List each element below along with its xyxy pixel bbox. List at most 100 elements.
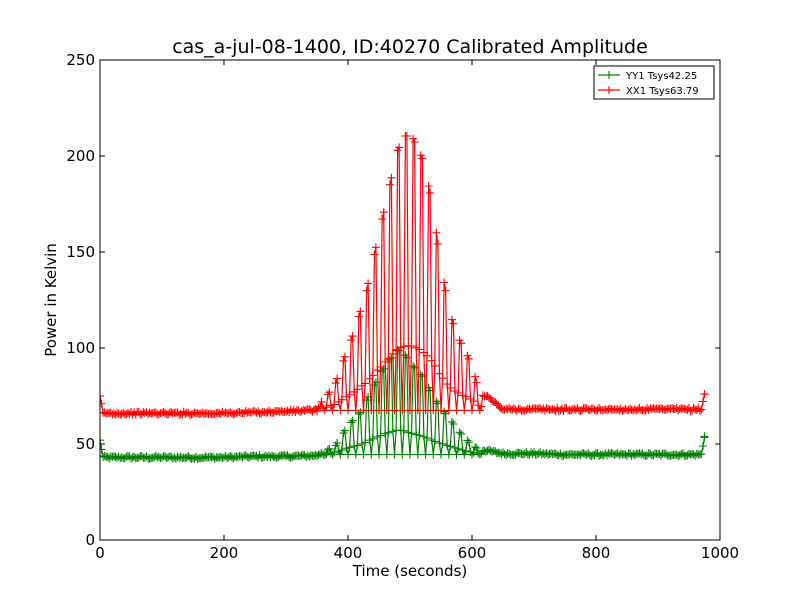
data-point — [375, 450, 383, 459]
data-point — [100, 445, 106, 454]
data-point — [699, 442, 707, 450]
data-point — [441, 286, 450, 295]
data-point — [460, 406, 469, 415]
data-point — [472, 444, 481, 452]
data-point — [337, 446, 346, 455]
data-point — [421, 406, 430, 415]
data-point — [447, 417, 456, 426]
data-point — [464, 354, 473, 363]
data-point — [437, 406, 445, 415]
data-point — [344, 450, 352, 459]
data-point — [320, 451, 329, 460]
x-tick-label: 600 — [458, 544, 487, 562]
legend-marker — [605, 86, 613, 94]
data-point — [464, 438, 473, 447]
data-point — [371, 378, 380, 387]
data-point — [407, 342, 416, 351]
y-tick-label: 200 — [66, 147, 95, 165]
legend: YY1 Tsys42.25 XX1 Tsys63.79 — [593, 65, 715, 100]
data-point — [339, 356, 348, 365]
data-point — [460, 450, 469, 459]
data-point — [353, 441, 362, 450]
data-point — [351, 406, 360, 415]
data-point — [429, 406, 438, 415]
data-point — [344, 406, 352, 415]
data-point — [317, 397, 326, 406]
data-point — [471, 443, 480, 452]
legend-box — [593, 65, 715, 100]
data-point — [371, 243, 380, 252]
data-point — [367, 450, 376, 459]
data-point — [415, 345, 424, 354]
data-point — [410, 138, 419, 146]
data-point — [351, 450, 360, 459]
data-point — [468, 406, 476, 415]
data-point — [471, 372, 480, 381]
data-point — [333, 374, 342, 383]
data-point — [370, 250, 379, 259]
data-point — [430, 437, 439, 446]
y-axis-label: Power in Kelvin — [42, 243, 60, 357]
plot-frame — [99, 59, 721, 541]
data-point — [457, 339, 466, 348]
data-point — [423, 351, 431, 360]
data-point — [330, 448, 339, 457]
data-point — [367, 406, 376, 415]
x-axis-label: Time (seconds) — [352, 562, 468, 580]
data-point — [429, 450, 438, 459]
data-point — [340, 352, 349, 361]
data-point — [378, 215, 387, 224]
data-point — [325, 444, 334, 453]
data-point — [347, 418, 356, 427]
data-point — [328, 406, 337, 415]
series-xx1 — [100, 131, 709, 419]
data-point — [345, 443, 354, 452]
data-point — [472, 378, 481, 387]
series-yy1 — [100, 345, 709, 463]
series-markers — [100, 131, 709, 419]
data-point — [421, 450, 430, 459]
data-point — [469, 397, 478, 406]
data-point — [440, 278, 449, 287]
data-point — [492, 399, 501, 408]
data-point — [333, 439, 342, 447]
data-point — [313, 407, 321, 416]
data-point — [452, 450, 461, 459]
y-tick-label: 0 — [85, 531, 95, 549]
data-point — [447, 315, 456, 324]
chart-title: cas_a-jul-08-1400, ID:40270 Calibrated A… — [172, 36, 648, 58]
data-point — [461, 392, 470, 401]
data-point — [416, 151, 425, 160]
data-point — [364, 279, 373, 288]
data-point — [700, 432, 709, 441]
data-point — [699, 397, 707, 406]
y-tick-label: 150 — [66, 243, 95, 261]
data-point — [328, 450, 337, 459]
y-tick-label: 50 — [76, 435, 95, 453]
data-point — [359, 406, 368, 415]
data-point — [415, 431, 424, 440]
data-point — [437, 450, 445, 459]
data-point — [399, 426, 408, 435]
data-point — [446, 442, 455, 451]
data-point — [406, 450, 414, 459]
data-point — [423, 434, 431, 443]
data-point — [433, 239, 442, 248]
data-point — [392, 346, 401, 355]
data-point — [376, 431, 385, 440]
data-point — [449, 420, 458, 428]
data-point — [444, 406, 453, 415]
data-point — [382, 406, 391, 415]
x-tick-label: 200 — [210, 544, 239, 562]
data-point — [461, 446, 470, 455]
data-point — [362, 286, 371, 295]
data-point — [407, 429, 416, 438]
data-point — [322, 450, 331, 458]
data-point — [402, 131, 411, 140]
legend-label: XX1 Tsys63.79 — [626, 86, 699, 97]
x-tick-label: 0 — [95, 544, 105, 562]
data-point — [444, 450, 453, 459]
data-point — [413, 406, 422, 415]
data-point — [398, 406, 407, 415]
